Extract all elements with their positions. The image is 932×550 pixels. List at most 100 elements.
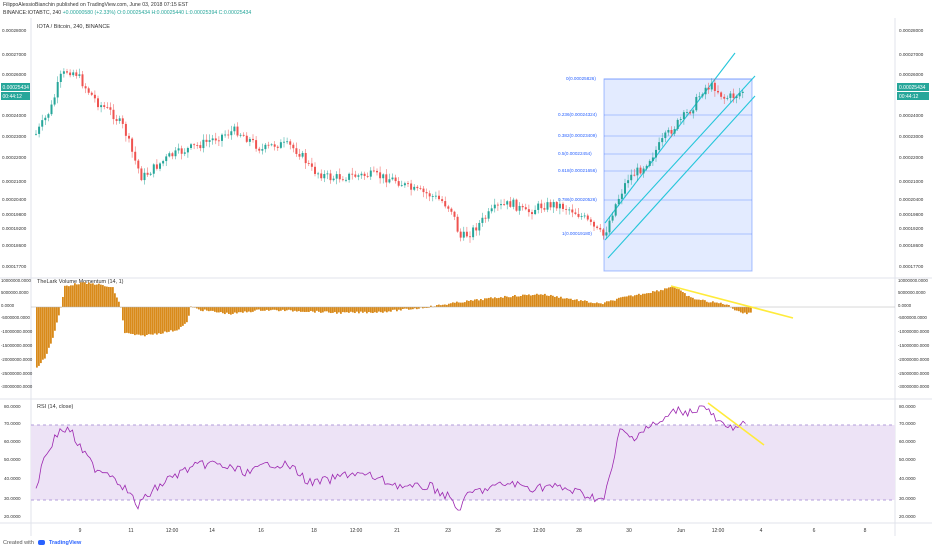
candle-body	[382, 174, 385, 179]
candle-body	[717, 90, 719, 93]
volume-bar	[332, 307, 334, 313]
volume-bar	[390, 307, 392, 312]
price-tick-right: 0.00019800	[899, 212, 924, 217]
candle-body	[202, 139, 205, 149]
candle-body	[400, 185, 403, 187]
volume-bar	[672, 286, 674, 307]
volume-bar	[744, 307, 746, 313]
volume-bar	[406, 307, 408, 309]
time-label: 30	[626, 528, 632, 534]
candle-body	[248, 138, 251, 142]
candle-body	[540, 203, 543, 209]
author-link[interactable]: FilippoAlessioBianchin	[3, 2, 55, 8]
volume-bar	[738, 307, 740, 312]
volume-bar	[564, 298, 566, 307]
volume-bar	[542, 294, 544, 307]
candle-body	[422, 188, 425, 193]
volume-bar	[252, 307, 254, 312]
candle-body	[162, 161, 165, 164]
volume-bar	[622, 296, 624, 307]
tradingview-brand[interactable]: TradingView	[48, 540, 82, 546]
volume-bar	[456, 301, 458, 307]
fib-levels: 0(0.00025826) 0.236(0.00024324) 0.382(0.00…	[558, 76, 752, 236]
candle-body	[661, 138, 664, 143]
volume-bar	[366, 307, 368, 314]
volume-bar	[174, 307, 176, 331]
volume-bar	[514, 294, 516, 307]
volume-bar	[582, 300, 584, 307]
candle-body	[484, 217, 487, 219]
candle-body	[506, 201, 509, 205]
volume-bar	[728, 305, 730, 307]
chart-canvas[interactable]: IOTA / Bitcoin, 240, BINANCE TheLark Vol…	[0, 18, 932, 536]
volume-bar	[424, 307, 426, 308]
channel-upper[interactable]	[604, 52, 736, 224]
volume-bar	[442, 304, 444, 307]
candle-body	[558, 203, 561, 209]
price-badge-text: 0.00025434	[3, 85, 30, 91]
channel-lower[interactable]	[607, 95, 756, 259]
volume-bar	[532, 295, 534, 307]
time-label: 6	[813, 528, 816, 534]
volume-bar	[78, 284, 80, 307]
volume-bar	[518, 296, 520, 307]
candle-body	[258, 148, 261, 151]
published-text: published on TradingView.com, June 03, 2…	[56, 2, 189, 8]
candle-body	[317, 173, 320, 175]
candle-body	[128, 135, 130, 139]
candle-body	[310, 163, 313, 167]
fib-retracement-box[interactable]	[603, 78, 753, 272]
volume-bar	[534, 294, 536, 307]
volume-bar	[374, 307, 376, 313]
candle-body	[273, 144, 276, 147]
volume-bar	[428, 307, 430, 308]
volume-bar	[268, 307, 270, 311]
volume-bar	[522, 294, 524, 307]
volume-bar	[396, 307, 398, 312]
candle-body	[534, 209, 537, 215]
volume-bar	[234, 307, 236, 313]
volume-bar	[578, 301, 580, 307]
volume-bar	[292, 307, 294, 312]
candle-body	[348, 173, 351, 180]
volume-bars	[36, 282, 752, 368]
volume-bar	[620, 297, 622, 307]
candle-body	[472, 227, 475, 238]
candle-body	[301, 152, 304, 157]
rsi-trendline[interactable]	[707, 402, 765, 446]
volume-bar	[72, 285, 74, 307]
volume-bar	[152, 307, 154, 335]
candle-body	[227, 134, 230, 136]
volume-bar	[270, 307, 272, 311]
channel-middle[interactable]	[604, 75, 756, 241]
volume-bar	[480, 298, 482, 307]
candle-body	[568, 209, 571, 211]
volume-bar	[316, 307, 318, 311]
candle-body	[441, 199, 444, 202]
volume-bar	[320, 307, 322, 313]
price-pane[interactable]: IOTA / Bitcoin, 240, BINANCE TheLark Vol…	[0, 18, 932, 536]
price-tick-right: 0.00021000	[899, 179, 924, 184]
volume-bar	[158, 307, 160, 334]
candle-body	[574, 212, 577, 214]
volume-bar	[692, 297, 694, 307]
last-price-badge-right: 0.00025434 00:44:12	[897, 83, 929, 100]
candle-body	[72, 72, 75, 76]
volume-trendline[interactable]	[670, 285, 794, 319]
candle-body	[134, 151, 137, 161]
volume-tick-left: -30000000.0000	[1, 384, 33, 389]
volume-bar	[276, 307, 278, 311]
candle-body	[385, 174, 388, 183]
candle-body	[689, 112, 692, 114]
rising-channel[interactable]	[604, 52, 756, 259]
volume-tick-left: -25000000.0000	[1, 371, 33, 376]
volume-bar	[410, 307, 412, 310]
volume-bar	[284, 307, 286, 312]
candle-body	[242, 134, 245, 136]
candle-body	[155, 164, 158, 169]
volume-tick-right: -25000000.0000	[898, 371, 930, 376]
price-tick-right: 0.00023000	[899, 134, 924, 139]
volume-bar	[244, 307, 246, 312]
candle-body	[103, 105, 106, 107]
volume-bar	[576, 299, 578, 307]
